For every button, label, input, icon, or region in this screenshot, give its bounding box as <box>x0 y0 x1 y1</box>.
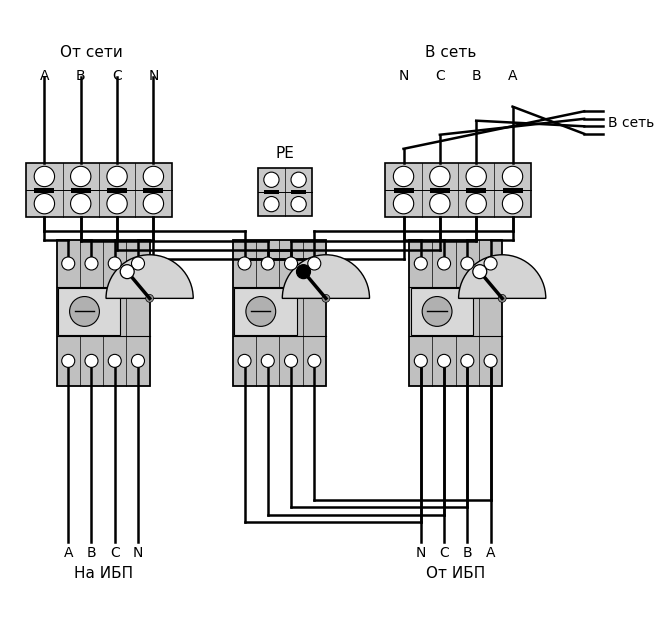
Bar <box>71 188 91 193</box>
Circle shape <box>466 194 486 214</box>
Circle shape <box>107 194 127 214</box>
Bar <box>409 240 502 386</box>
Circle shape <box>461 354 474 368</box>
Bar <box>57 240 150 386</box>
Text: C: C <box>439 546 449 560</box>
Circle shape <box>146 295 154 302</box>
Circle shape <box>143 194 164 214</box>
Circle shape <box>143 166 164 187</box>
Text: N: N <box>133 546 143 560</box>
Text: В сеть: В сеть <box>608 115 654 130</box>
Wedge shape <box>283 255 369 298</box>
Circle shape <box>70 194 91 214</box>
Circle shape <box>34 194 55 214</box>
Circle shape <box>307 257 321 270</box>
Circle shape <box>498 295 506 302</box>
Circle shape <box>261 257 274 270</box>
Bar <box>143 188 164 193</box>
Circle shape <box>85 257 98 270</box>
Text: N: N <box>398 69 409 83</box>
Bar <box>235 288 296 335</box>
Circle shape <box>131 257 145 270</box>
Bar <box>107 188 127 193</box>
Circle shape <box>291 172 306 188</box>
Text: A: A <box>39 69 49 83</box>
Circle shape <box>264 196 279 212</box>
Text: C: C <box>110 546 120 560</box>
Text: PE: PE <box>275 146 294 161</box>
Circle shape <box>461 257 474 270</box>
Circle shape <box>484 354 497 368</box>
Text: A: A <box>64 546 73 560</box>
Circle shape <box>62 257 75 270</box>
Text: N: N <box>148 69 158 83</box>
Bar <box>26 163 171 217</box>
Bar <box>394 188 413 193</box>
Circle shape <box>466 166 486 187</box>
Bar <box>258 168 312 216</box>
Circle shape <box>307 354 321 368</box>
Bar <box>58 288 120 335</box>
Text: A: A <box>508 69 517 83</box>
Circle shape <box>291 196 306 212</box>
Wedge shape <box>459 255 546 298</box>
Text: N: N <box>416 546 426 560</box>
Circle shape <box>422 297 452 326</box>
Circle shape <box>284 354 298 368</box>
Bar <box>34 188 55 193</box>
Circle shape <box>238 354 251 368</box>
Text: На ИБП: На ИБП <box>74 566 133 581</box>
Circle shape <box>438 354 451 368</box>
Wedge shape <box>106 255 193 298</box>
Circle shape <box>430 194 450 214</box>
Text: В сеть: В сеть <box>425 45 476 60</box>
Circle shape <box>70 166 91 187</box>
Text: C: C <box>112 69 122 83</box>
Text: B: B <box>87 546 97 560</box>
Circle shape <box>264 172 279 188</box>
Circle shape <box>70 297 99 326</box>
Circle shape <box>415 257 427 270</box>
Circle shape <box>261 354 274 368</box>
Text: B: B <box>76 69 85 83</box>
Circle shape <box>438 257 451 270</box>
Text: От сети: От сети <box>60 45 123 60</box>
Circle shape <box>246 297 276 326</box>
Circle shape <box>238 257 251 270</box>
Circle shape <box>322 295 330 302</box>
Circle shape <box>415 354 427 368</box>
Circle shape <box>284 257 298 270</box>
Bar <box>291 190 306 194</box>
Text: A: A <box>486 546 495 560</box>
Circle shape <box>394 166 414 187</box>
Circle shape <box>296 265 311 278</box>
Circle shape <box>484 257 497 270</box>
Bar <box>233 240 326 386</box>
Text: B: B <box>463 546 472 560</box>
Circle shape <box>107 166 127 187</box>
Bar <box>264 190 279 194</box>
Text: B: B <box>471 69 481 83</box>
Circle shape <box>394 194 414 214</box>
Circle shape <box>108 354 122 368</box>
Bar <box>466 188 486 193</box>
Text: От ИБП: От ИБП <box>426 566 486 581</box>
Circle shape <box>503 166 523 187</box>
Circle shape <box>503 194 523 214</box>
Circle shape <box>85 354 98 368</box>
Bar <box>386 163 531 217</box>
Text: C: C <box>435 69 445 83</box>
Circle shape <box>34 166 55 187</box>
Circle shape <box>108 257 122 270</box>
Circle shape <box>430 166 450 187</box>
Bar <box>430 188 450 193</box>
Circle shape <box>120 265 134 278</box>
Circle shape <box>473 265 487 278</box>
Circle shape <box>131 354 145 368</box>
Bar <box>503 188 522 193</box>
Circle shape <box>62 354 75 368</box>
Bar <box>411 288 473 335</box>
